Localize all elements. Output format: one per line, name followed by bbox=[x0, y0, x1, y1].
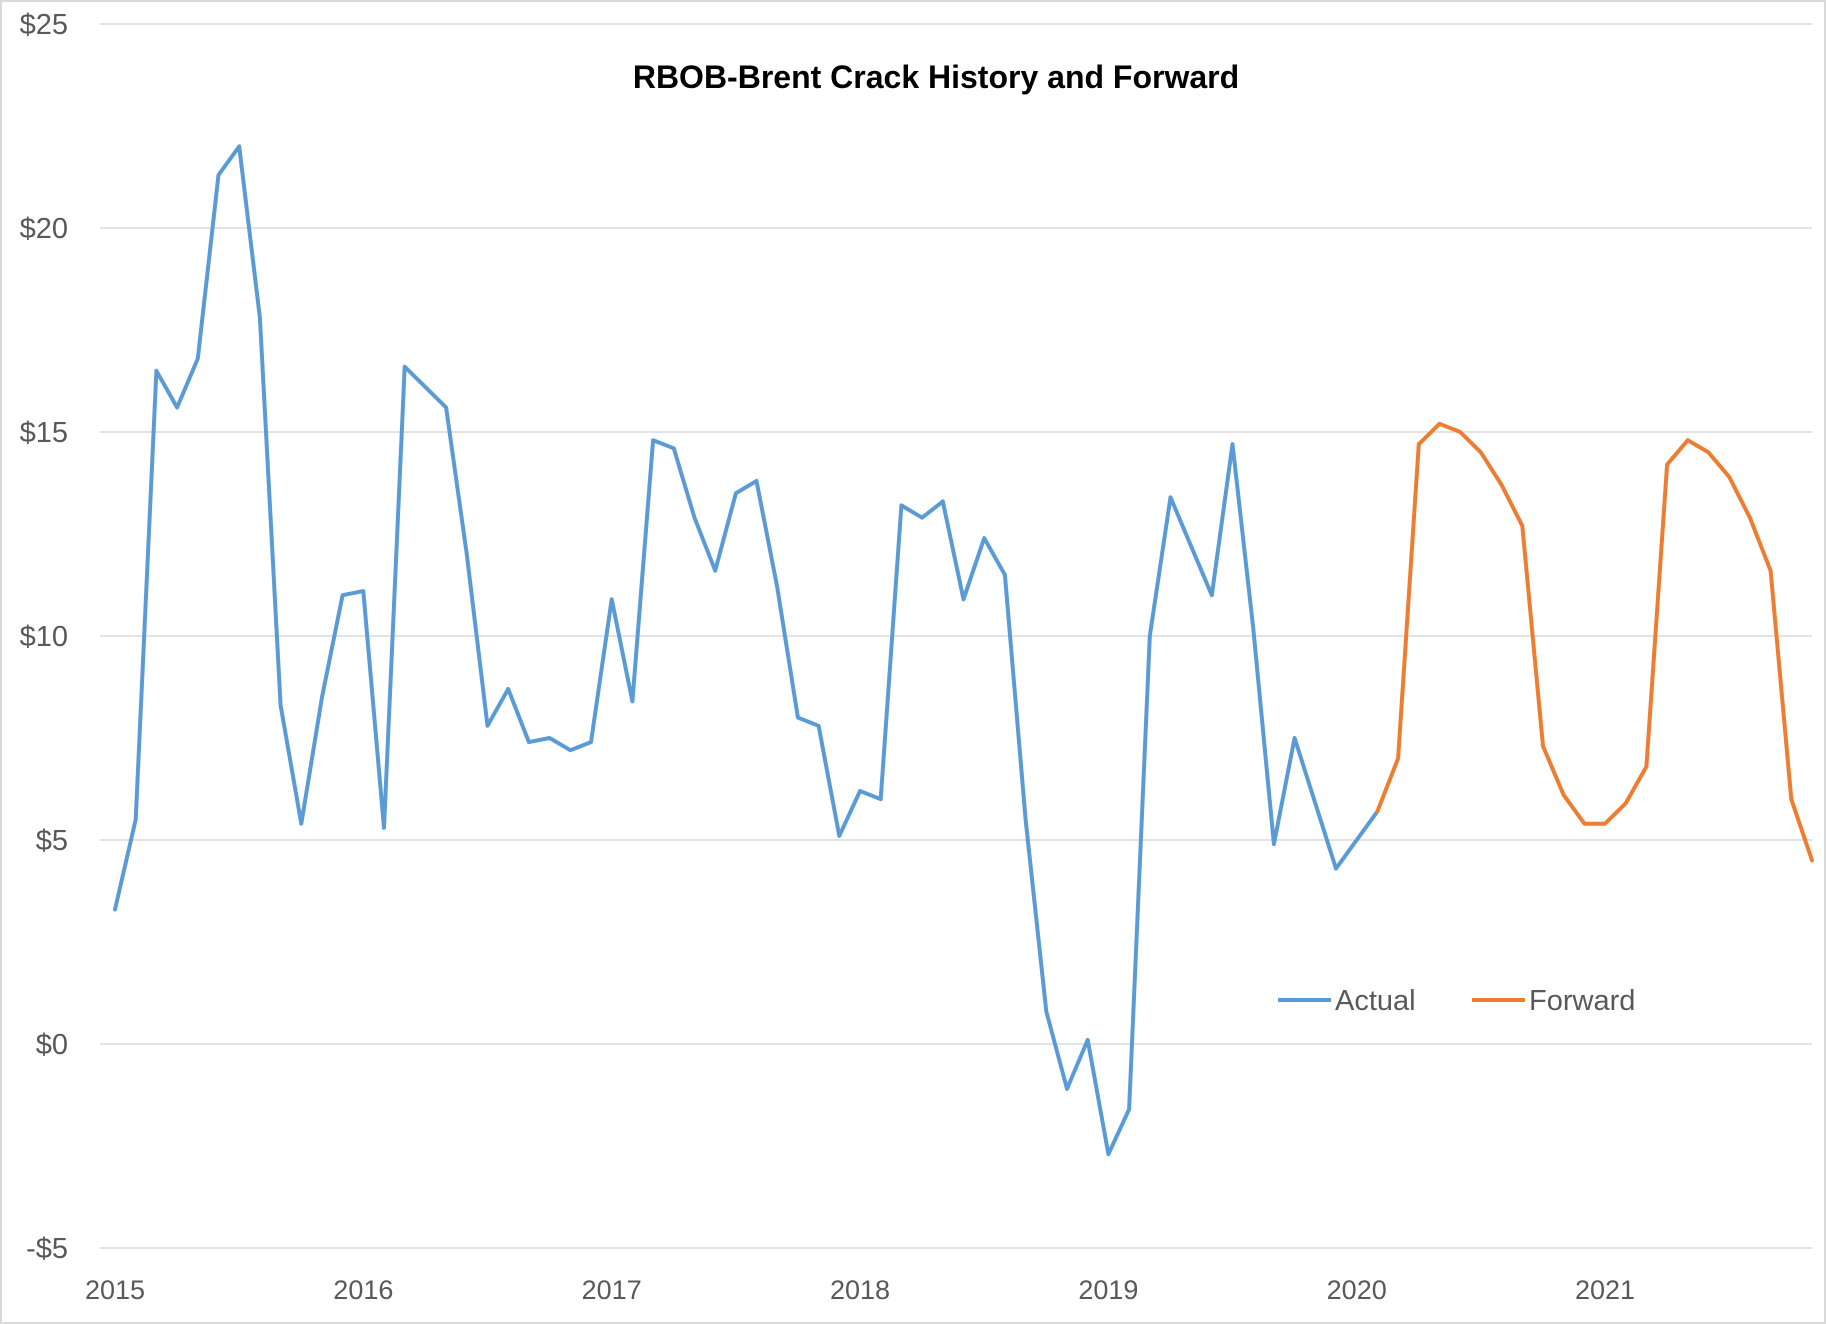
y-axis-ticks: -$5 $0 $5 $10 $15 $20 $25 bbox=[20, 9, 68, 1265]
y-tick-label: $10 bbox=[20, 621, 68, 653]
legend-forward-label: Forward bbox=[1529, 985, 1635, 1017]
series-lines bbox=[113, 144, 1814, 1157]
x-tick-label: 2016 bbox=[333, 1275, 393, 1305]
series-line-actual bbox=[113, 144, 1380, 1157]
x-tick-label: 2015 bbox=[85, 1275, 145, 1305]
gridlines bbox=[100, 23, 1812, 1249]
x-tick-label: 2019 bbox=[1078, 1275, 1138, 1305]
y-tick-label: $20 bbox=[20, 213, 68, 245]
x-tick-label: 2018 bbox=[830, 1275, 890, 1305]
legend-actual-label: Actual bbox=[1335, 985, 1416, 1017]
x-axis-ticks: 2015 2016 2017 2018 2019 2020 2021 bbox=[85, 1275, 1635, 1305]
x-tick-label: 2017 bbox=[582, 1275, 642, 1305]
chart-title: RBOB-Brent Crack History and Forward bbox=[633, 59, 1239, 95]
x-tick-label: 2020 bbox=[1327, 1275, 1387, 1305]
y-tick-label: $25 bbox=[20, 9, 68, 41]
x-tick-label: 2021 bbox=[1575, 1275, 1635, 1305]
series-line-forward bbox=[1375, 421, 1814, 863]
legend: Actual Forward bbox=[1278, 985, 1635, 1017]
y-tick-label: $5 bbox=[36, 825, 68, 857]
y-tick-label: $0 bbox=[36, 1029, 68, 1061]
y-tick-label: -$5 bbox=[26, 1233, 68, 1265]
y-tick-label: $15 bbox=[20, 417, 68, 449]
